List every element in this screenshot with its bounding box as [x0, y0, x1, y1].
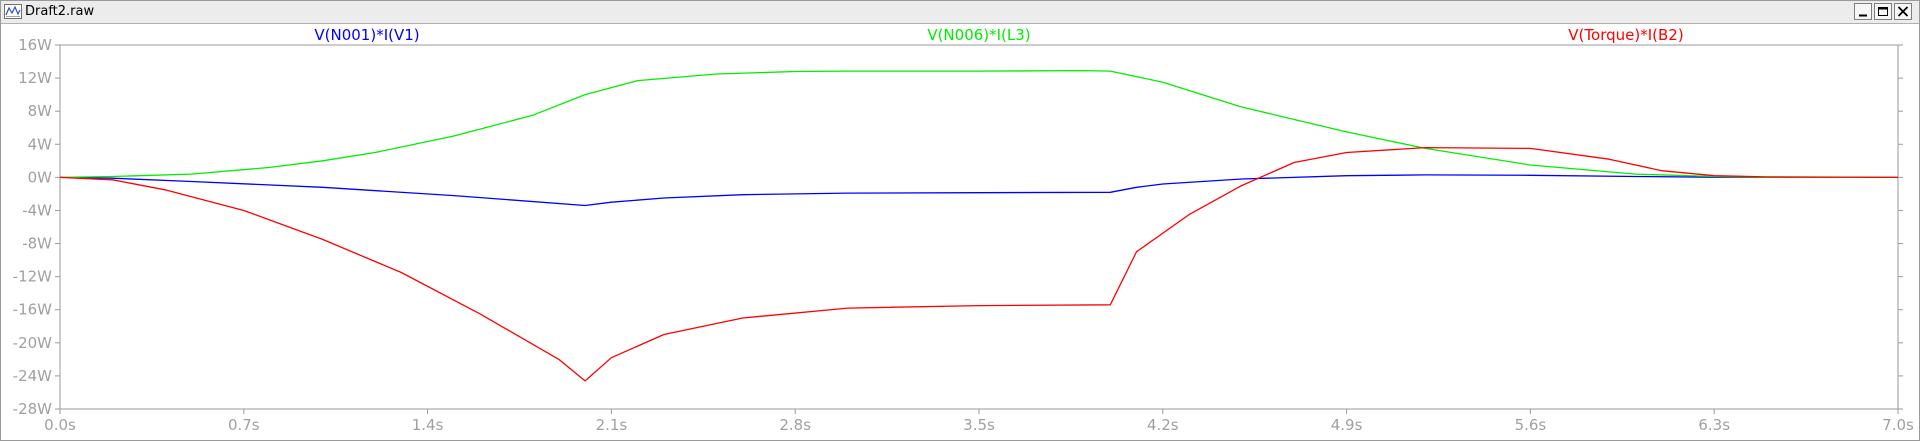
maximize-button[interactable]: [1874, 3, 1892, 20]
y-tick-label: 12W: [18, 69, 52, 87]
plot-frame: [59, 44, 1899, 410]
minimize-icon: [1859, 14, 1867, 17]
x-tick-label: 7.0s: [1882, 416, 1914, 434]
x-tick-label: 2.8s: [779, 416, 811, 434]
title-bar[interactable]: Draft2.raw: [1, 1, 1919, 24]
x-tick-label: 5.6s: [1515, 416, 1547, 434]
y-tick-label: -20W: [13, 334, 52, 352]
maximize-icon: [1878, 7, 1888, 16]
window-title: Draft2.raw: [25, 4, 95, 19]
y-tick-label: -24W: [13, 367, 52, 385]
waveform-viewer-icon: [4, 4, 22, 19]
y-tick-label: -8W: [22, 235, 52, 253]
y-tick-label: 16W: [18, 36, 52, 54]
series-line: [59, 146, 1899, 382]
close-button[interactable]: [1894, 3, 1912, 20]
waveform-plot[interactable]: 16W12W8W4W0W-4W-8W-12W-16W-20W-24W-28W0.…: [1, 23, 1919, 441]
legend-entry: V(N006)*I(L3): [927, 26, 1030, 44]
y-tick-label: 4W: [28, 135, 53, 153]
legend-entry: V(Torque)*I(B2): [1568, 26, 1683, 44]
legend-entry: V(N001)*I(V1): [314, 26, 419, 44]
minimize-button[interactable]: [1854, 3, 1872, 20]
y-tick-label: -28W: [13, 400, 52, 418]
x-tick-label: 2.1s: [596, 416, 628, 434]
x-tick-label: 1.4s: [412, 416, 444, 434]
y-tick-label: 8W: [28, 102, 53, 120]
y-tick-label: -4W: [22, 201, 52, 219]
close-icon: [1897, 6, 1909, 17]
x-tick-label: 0.7s: [228, 416, 260, 434]
x-tick-label: 6.3s: [1698, 416, 1730, 434]
y-tick-label: -12W: [13, 268, 52, 286]
x-tick-label: 0.0s: [44, 416, 76, 434]
series-line: [59, 69, 1898, 179]
series-line: [59, 174, 1898, 207]
x-tick-label: 4.9s: [1331, 416, 1363, 434]
x-tick-label: 3.5s: [963, 416, 995, 434]
y-tick-label: -16W: [13, 301, 52, 319]
x-tick-label: 4.2s: [1147, 416, 1179, 434]
y-tick-label: 0W: [28, 168, 53, 186]
